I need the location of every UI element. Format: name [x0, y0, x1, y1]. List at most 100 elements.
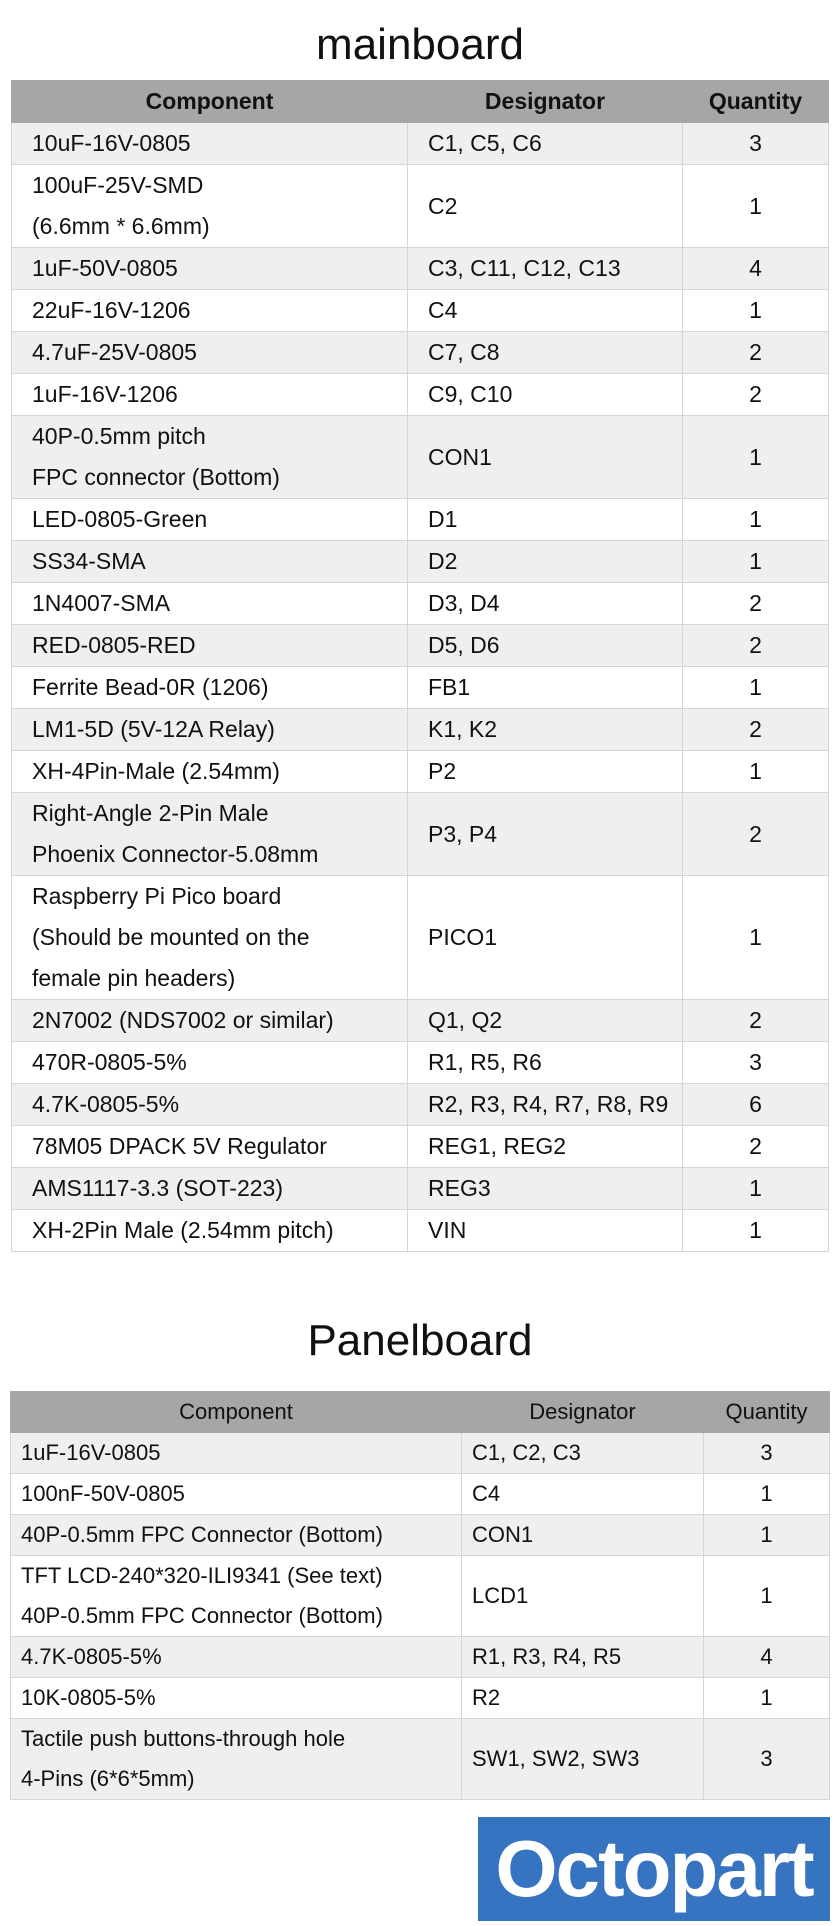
table-row: 1uF-50V-0805 C3, C11, C12, C13 4: [11, 247, 829, 290]
quantity-cell: 2: [682, 373, 829, 416]
column-header-designator: Designator: [407, 80, 683, 123]
table-row: 1N4007-SMA D3, D4 2: [11, 582, 829, 625]
table-row: 470R-0805-5% R1, R5, R6 3: [11, 1041, 829, 1084]
component-cell: 1uF-16V-1206: [11, 373, 408, 416]
table-row: SS34-SMA D2 1: [11, 540, 829, 583]
designator-cell: PICO1: [407, 875, 683, 1000]
quantity-cell: 4: [703, 1636, 830, 1678]
quantity-cell: 2: [682, 708, 829, 751]
quantity-cell: 1: [703, 1514, 830, 1556]
table-row: 100uF-25V-SMD (6.6mm * 6.6mm) C2 1: [11, 164, 829, 248]
table-row: 4.7K-0805-5% R2, R3, R4, R7, R8, R9 6: [11, 1083, 829, 1126]
designator-cell: FB1: [407, 666, 683, 709]
quantity-cell: 1: [682, 666, 829, 709]
designator-cell: C3, C11, C12, C13: [407, 247, 683, 290]
octopart-logo: Octopart: [478, 1817, 830, 1921]
quantity-cell: 1: [703, 1473, 830, 1515]
quantity-cell: 1: [682, 1209, 829, 1252]
component-cell: Tactile push buttons-through hole 4-Pins…: [10, 1718, 462, 1800]
component-cell: Raspberry Pi Pico board (Should be mount…: [11, 875, 408, 1000]
designator-cell: K1, K2: [407, 708, 683, 751]
component-cell: 1uF-16V-0805: [10, 1432, 462, 1474]
table-row: 22uF-16V-1206 C4 1: [11, 289, 829, 332]
designator-cell: C4: [461, 1473, 704, 1515]
component-cell: LM1-5D (5V-12A Relay): [11, 708, 408, 751]
table-row: 2N7002 (NDS7002 or similar) Q1, Q2 2: [11, 999, 829, 1042]
designator-cell: LCD1: [461, 1555, 704, 1637]
table-row: Ferrite Bead-0R (1206) FB1 1: [11, 666, 829, 709]
component-cell: 40P-0.5mm pitch FPC connector (Bottom): [11, 415, 408, 499]
quantity-cell: 2: [682, 1125, 829, 1168]
quantity-cell: 2: [682, 582, 829, 625]
column-header-quantity: Quantity: [703, 1391, 830, 1433]
table-row: 10uF-16V-0805 C1, C5, C6 3: [11, 122, 829, 165]
quantity-cell: 1: [703, 1677, 830, 1719]
designator-cell: C1, C2, C3: [461, 1432, 704, 1474]
designator-cell: C9, C10: [407, 373, 683, 416]
component-cell: XH-2Pin Male (2.54mm pitch): [11, 1209, 408, 1252]
quantity-cell: 2: [682, 792, 829, 876]
table-row: 4.7K-0805-5% R1, R3, R4, R5 4: [10, 1636, 830, 1678]
table-row: XH-4Pin-Male (2.54mm) P2 1: [11, 750, 829, 793]
component-cell: 2N7002 (NDS7002 or similar): [11, 999, 408, 1042]
component-cell: 10uF-16V-0805: [11, 122, 408, 165]
component-cell: SS34-SMA: [11, 540, 408, 583]
designator-cell: CON1: [461, 1514, 704, 1556]
quantity-cell: 1: [682, 164, 829, 248]
designator-cell: Q1, Q2: [407, 999, 683, 1042]
column-header-component: Component: [11, 80, 408, 123]
designator-cell: C2: [407, 164, 683, 248]
quantity-cell: 3: [703, 1432, 830, 1474]
component-cell: XH-4Pin-Male (2.54mm): [11, 750, 408, 793]
component-cell: RED-0805-RED: [11, 624, 408, 667]
component-cell: 1uF-50V-0805: [11, 247, 408, 290]
designator-cell: P3, P4: [407, 792, 683, 876]
quantity-cell: 2: [682, 999, 829, 1042]
mainboard-bom-table: Component Designator Quantity 10uF-16V-0…: [11, 80, 829, 1252]
quantity-cell: 4: [682, 247, 829, 290]
quantity-cell: 1: [682, 289, 829, 332]
component-cell: TFT LCD-240*320-ILI9341 (See text) 40P-0…: [10, 1555, 462, 1637]
table-row: 4.7uF-25V-0805 C7, C8 2: [11, 331, 829, 374]
designator-cell: R1, R5, R6: [407, 1041, 683, 1084]
table-row: 100nF-50V-0805 C4 1: [10, 1473, 830, 1515]
designator-cell: REG3: [407, 1167, 683, 1210]
quantity-cell: 1: [682, 875, 829, 1000]
panelboard-bom-table: Component Designator Quantity 1uF-16V-08…: [10, 1391, 830, 1800]
designator-cell: P2: [407, 750, 683, 793]
component-cell: 4.7K-0805-5%: [10, 1636, 462, 1678]
table-row: 40P-0.5mm pitch FPC connector (Bottom) CO…: [11, 415, 829, 499]
table-row: 1uF-16V-1206 C9, C10 2: [11, 373, 829, 416]
table-row: RED-0805-RED D5, D6 2: [11, 624, 829, 667]
quantity-cell: 2: [682, 331, 829, 374]
component-cell: 4.7uF-25V-0805: [11, 331, 408, 374]
designator-cell: C7, C8: [407, 331, 683, 374]
designator-cell: R1, R3, R4, R5: [461, 1636, 704, 1678]
quantity-cell: 1: [703, 1555, 830, 1637]
table-row: LED-0805-Green D1 1: [11, 498, 829, 541]
table-row: Right-Angle 2-Pin Male Phoenix Connector…: [11, 792, 829, 876]
component-cell: 22uF-16V-1206: [11, 289, 408, 332]
designator-cell: D3, D4: [407, 582, 683, 625]
component-cell: AMS1117-3.3 (SOT-223): [11, 1167, 408, 1210]
designator-cell: R2: [461, 1677, 704, 1719]
table-row: 78M05 DPACK 5V Regulator REG1, REG2 2: [11, 1125, 829, 1168]
component-cell: Ferrite Bead-0R (1206): [11, 666, 408, 709]
designator-cell: CON1: [407, 415, 683, 499]
table-row: Raspberry Pi Pico board (Should be mount…: [11, 875, 829, 1000]
column-header-quantity: Quantity: [682, 80, 829, 123]
quantity-cell: 1: [682, 750, 829, 793]
table-row: Tactile push buttons-through hole 4-Pins…: [10, 1718, 830, 1800]
quantity-cell: 1: [682, 540, 829, 583]
quantity-cell: 6: [682, 1083, 829, 1126]
column-header-component: Component: [10, 1391, 462, 1433]
quantity-cell: 3: [703, 1718, 830, 1800]
table-row: TFT LCD-240*320-ILI9341 (See text) 40P-0…: [10, 1555, 830, 1637]
table-row: AMS1117-3.3 (SOT-223) REG3 1: [11, 1167, 829, 1210]
column-header-designator: Designator: [461, 1391, 704, 1433]
table-row: XH-2Pin Male (2.54mm pitch) VIN 1: [11, 1209, 829, 1252]
component-cell: 4.7K-0805-5%: [11, 1083, 408, 1126]
quantity-cell: 2: [682, 624, 829, 667]
designator-cell: REG1, REG2: [407, 1125, 683, 1168]
component-cell: LED-0805-Green: [11, 498, 408, 541]
